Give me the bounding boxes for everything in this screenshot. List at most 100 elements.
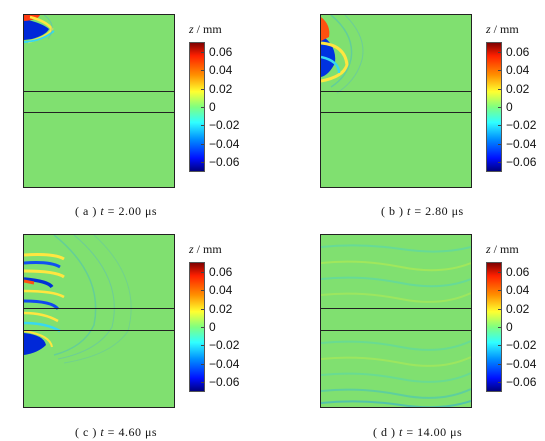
caption-value-a: 2.00 xyxy=(118,204,142,218)
colorbar-tick-label: −0.04 xyxy=(506,357,537,371)
wave-field-c xyxy=(24,235,132,364)
colorbar-tick-mark xyxy=(201,272,204,273)
caption-unit-c: μs xyxy=(144,425,158,439)
colorbar-tick-mark xyxy=(201,382,204,383)
colorbar-var-b: z xyxy=(486,22,491,36)
colorbar-tick-label: 0.04 xyxy=(506,63,530,77)
colorbar-tick-label: −0.06 xyxy=(506,155,537,169)
wave-ripple-d-1 xyxy=(321,244,471,253)
colorbar-tick-mark xyxy=(201,309,204,310)
wave-front-b-2 xyxy=(336,15,364,94)
colorbar-tick-mark xyxy=(498,345,501,346)
layer-boundary-upper-a xyxy=(24,91,174,92)
wave-front-b-1 xyxy=(330,15,353,88)
wave-blob-blue-a xyxy=(24,19,49,40)
colorbar-tick-mark xyxy=(498,70,501,71)
panel-c: z / mm ( c ) t = 4.60 μs 0.06 0.04 0.02 0 −0… xyxy=(0,220,272,441)
colorbar-tick-label: −0.02 xyxy=(506,338,537,352)
colorbar-d xyxy=(486,262,502,392)
wave-front-a xyxy=(43,15,53,40)
layer-boundary-lower-b xyxy=(321,112,471,113)
colorbar-tick-mark xyxy=(201,364,204,365)
colorbar-tick-label: 0.02 xyxy=(506,82,530,96)
colorbar-tick-mark xyxy=(498,125,501,126)
colorbar-tick-mark xyxy=(201,162,204,163)
wave-ripple-d-2 xyxy=(321,260,471,272)
colorbar-tick-mark xyxy=(498,107,501,108)
caption-label-b: ( b ) xyxy=(381,204,404,218)
wave-band-blue-c-3 xyxy=(24,299,60,311)
colorbar-tick-mark xyxy=(201,290,204,291)
layer-boundary-lower-a xyxy=(24,112,174,113)
colorbar-tick-mark xyxy=(498,89,501,90)
caption-var-b: t xyxy=(407,204,411,218)
colorbar-tick-label: 0.06 xyxy=(506,265,530,279)
colorbar-tick-mark xyxy=(201,89,204,90)
colorbar-tick-label: −0.02 xyxy=(209,338,240,352)
wave-ripple-d-3 xyxy=(321,276,471,288)
colorbar-var-c: z xyxy=(189,242,194,256)
colorbar-title-c: z / mm xyxy=(189,242,222,257)
colorbar-tick-mark xyxy=(498,364,501,365)
colorbar-var-d: z xyxy=(486,242,491,256)
colorbar-tick-mark xyxy=(201,52,204,53)
colorbar-tick-mark xyxy=(201,107,204,108)
wave-band-yellow-b xyxy=(321,41,349,83)
caption-label-d: ( d ) xyxy=(373,425,396,439)
panel-a: z / mm ( a ) t = 2.00 μs 0.06 0.04 0.02 0 −0… xyxy=(0,0,272,220)
wave-field-b xyxy=(321,15,364,94)
heatmap-plot-d xyxy=(320,234,472,408)
colorbar-tick-label: 0.02 xyxy=(209,302,233,316)
wave-blob-red-b xyxy=(321,17,330,41)
colorbar-tick-label: −0.06 xyxy=(506,375,537,389)
layer-boundary-lower-d xyxy=(321,330,471,331)
colorbar-tick-label: −0.02 xyxy=(209,118,240,132)
wave-band-red-c xyxy=(24,279,35,285)
colorbar-tick-mark xyxy=(498,272,501,273)
wave-ripple-d-9 xyxy=(321,400,471,407)
colorbar-var-a: z xyxy=(189,22,194,36)
caption-eq-a: = xyxy=(107,204,115,218)
caption-unit-d: μs xyxy=(450,425,463,439)
caption-b: ( b ) t = 2.80 μs xyxy=(381,204,464,219)
wave-blob-blue-c xyxy=(24,333,46,355)
colorbar-tick-label: 0.02 xyxy=(506,302,530,316)
colorbar-tick-label: 0.04 xyxy=(506,283,530,297)
wave-band-yellow-c-1 xyxy=(24,253,65,261)
wave-field-d xyxy=(321,244,471,407)
panel-d: z / mm ( d ) t = 14.00 μs 0.06 0.04 0.02 0 −… xyxy=(272,220,545,441)
colorbar-tick-label: −0.04 xyxy=(506,137,537,151)
colorbar-title-b: z / mm xyxy=(486,22,519,37)
colorbar-tick-mark xyxy=(498,144,501,145)
colorbar-tick-label: 0.04 xyxy=(209,283,233,297)
colorbar-tick-label: 0 xyxy=(506,100,513,114)
heatmap-plot-c xyxy=(23,234,175,408)
colorbar-tick-label: −0.04 xyxy=(209,357,240,371)
caption-a: ( a ) t = 2.00 μs xyxy=(75,204,157,219)
wave-band-blue-c-1 xyxy=(24,261,61,269)
caption-value-c: 4.60 xyxy=(118,425,142,439)
layer-boundary-upper-d xyxy=(321,308,471,309)
colorbar-c xyxy=(189,262,205,392)
layer-boundary-upper-b xyxy=(321,91,471,92)
wave-band-yellow-c-5 xyxy=(24,330,53,348)
colorbar-tick-label: 0 xyxy=(506,320,513,334)
caption-unit-b: μs xyxy=(451,204,464,218)
wave-front-c-1 xyxy=(53,235,97,356)
wave-band-cyan-b xyxy=(321,55,341,74)
caption-value-b: 2.80 xyxy=(425,204,449,218)
colorbar-tick-label: −0.06 xyxy=(209,155,240,169)
wave-ripple-d-5 xyxy=(321,340,471,351)
wave-band-blue-c-2 xyxy=(24,277,54,289)
heatmap-plot-a xyxy=(23,14,175,188)
wave-ripple-d-6 xyxy=(321,356,471,367)
colorbar-tick-mark xyxy=(498,162,501,163)
colorbar-tick-mark xyxy=(201,70,204,71)
caption-eq-b: = xyxy=(414,204,422,218)
wave-band-yellow-c-3 xyxy=(24,289,65,299)
colorbar-title-d: z / mm xyxy=(486,242,519,257)
colorbar-unit-b: / mm xyxy=(493,22,519,36)
caption-d: ( d ) t = 14.00 μs xyxy=(373,425,462,440)
wave-band-cyan-c xyxy=(24,321,61,333)
colorbar-tick-mark xyxy=(498,290,501,291)
